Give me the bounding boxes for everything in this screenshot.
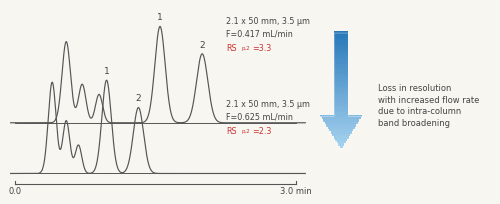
Bar [334, 33, 348, 35]
Text: RS: RS [226, 126, 236, 136]
Bar [330, 129, 353, 131]
Bar [334, 103, 348, 105]
Text: Loss in resolution
with increased flow rate
due to intra-column
band broadening: Loss in resolution with increased flow r… [378, 84, 479, 128]
Text: 1: 1 [157, 13, 163, 22]
Bar [326, 124, 356, 126]
Bar [334, 76, 348, 79]
Bar [332, 134, 350, 136]
Bar [340, 146, 342, 148]
Bar [334, 62, 348, 64]
Text: 2: 2 [136, 94, 141, 103]
Text: RS: RS [226, 44, 236, 53]
Text: 2: 2 [200, 41, 205, 50]
Bar [334, 108, 348, 110]
Bar [334, 81, 348, 83]
Bar [334, 100, 348, 103]
Bar [322, 117, 360, 119]
Text: 3.0 min: 3.0 min [280, 187, 312, 196]
Bar [334, 98, 348, 100]
Bar [334, 52, 348, 55]
Bar [334, 105, 348, 107]
Bar [334, 74, 348, 76]
Text: p,2: p,2 [241, 129, 250, 134]
Bar [334, 93, 348, 95]
Bar [334, 112, 348, 115]
Text: =3.3: =3.3 [252, 44, 271, 53]
Text: p,2: p,2 [241, 47, 250, 51]
Bar [334, 83, 348, 86]
Bar [334, 136, 348, 139]
Bar [338, 143, 344, 146]
Bar [334, 45, 348, 48]
Text: 0.0: 0.0 [8, 187, 21, 196]
Bar [334, 50, 348, 52]
Text: F=0.417 mL/min: F=0.417 mL/min [226, 30, 293, 39]
Bar [334, 69, 348, 71]
Text: =2.3: =2.3 [252, 126, 272, 136]
Text: 2.1 x 50 mm, 3.5 μm: 2.1 x 50 mm, 3.5 μm [226, 100, 310, 109]
Bar [334, 31, 348, 33]
Bar [334, 67, 348, 69]
Text: 1: 1 [104, 67, 110, 76]
Bar [334, 79, 348, 81]
Bar [328, 127, 354, 129]
Text: 2.1 x 50 mm, 3.5 μm: 2.1 x 50 mm, 3.5 μm [226, 18, 310, 27]
Bar [320, 115, 362, 117]
Bar [334, 71, 348, 74]
Bar [334, 86, 348, 88]
Bar [334, 57, 348, 59]
Bar [334, 35, 348, 38]
Bar [334, 88, 348, 91]
Bar [334, 95, 348, 98]
Bar [331, 131, 351, 134]
Bar [325, 122, 358, 124]
Bar [324, 119, 359, 122]
Bar [334, 64, 348, 67]
Bar [334, 91, 348, 93]
Bar [334, 48, 348, 50]
Bar [334, 110, 348, 112]
Bar [334, 55, 348, 57]
Text: F=0.625 mL/min: F=0.625 mL/min [226, 112, 293, 121]
Bar [336, 139, 347, 141]
Bar [334, 38, 348, 40]
Bar [337, 141, 345, 143]
Bar [334, 40, 348, 43]
Bar [334, 43, 348, 45]
Bar [334, 60, 348, 62]
